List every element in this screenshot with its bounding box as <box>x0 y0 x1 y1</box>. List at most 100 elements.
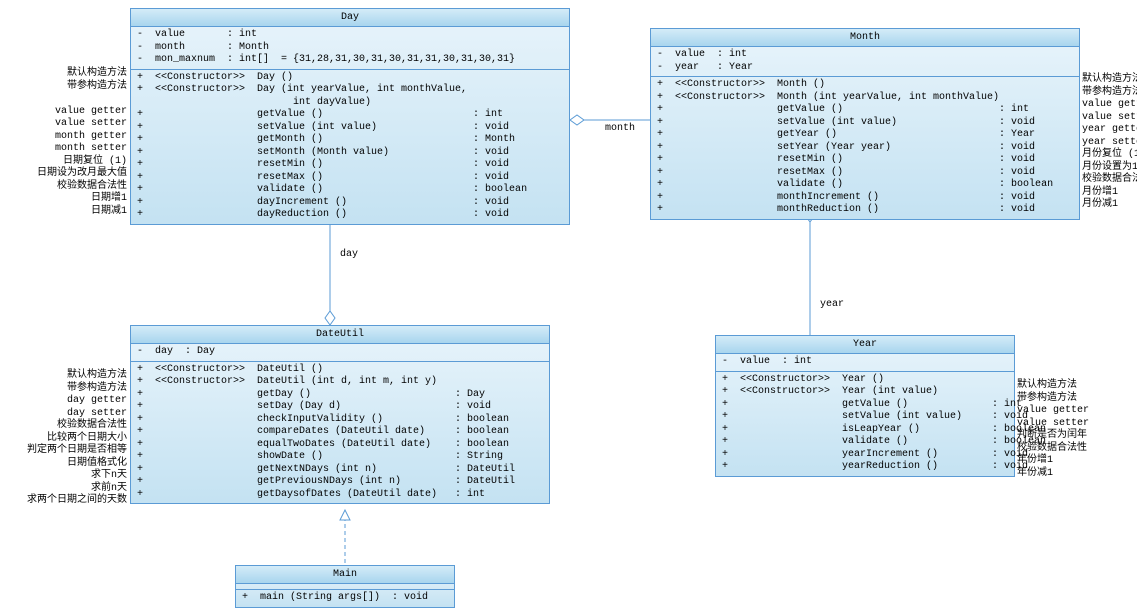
day-ann-line: value getter <box>37 106 127 119</box>
label-day: day <box>340 248 358 261</box>
class-day-title: Day <box>131 9 569 27</box>
month-ann-line: year setter <box>1082 137 1137 150</box>
dateutil-method-row: + getNextNDays (int n) : DateUtil <box>137 464 543 477</box>
day-method-row: + resetMin () : void <box>137 159 563 172</box>
year-ann-line: 校验数据合法性 <box>1017 443 1089 456</box>
label-year: year <box>820 298 844 311</box>
month-method-row: + getYear () : Year <box>657 129 1073 142</box>
dateutil-method-row: + getPreviousNDays (int n) : DateUtil <box>137 476 543 489</box>
month-ann-line: year getter <box>1082 124 1137 137</box>
year-ann-line: 带参构造方法 <box>1017 393 1089 406</box>
month-ann-line: 默认构造方法 <box>1082 74 1137 87</box>
day-method-row: + dayReduction () : void <box>137 209 563 222</box>
day-ann-line: 校验数据合法性 <box>37 181 127 194</box>
dateutil-ann-line: 求前n天 <box>27 483 127 496</box>
main-method-row: + main (String args[]) : void <box>242 592 448 605</box>
class-day-methods: + <<Constructor>> Day ()+ <<Constructor>… <box>131 70 569 224</box>
day-ann-line: 日期复位 (1) <box>37 156 127 169</box>
day-ann-line: 日期减1 <box>37 206 127 219</box>
dateutil-method-row: + checkInputValidity () : boolean <box>137 414 543 427</box>
year-method-row: + getValue () : int <box>722 399 1008 412</box>
month-method-row: + <<Constructor>> Month (int yearValue, … <box>657 92 1073 105</box>
year-method-row: + <<Constructor>> Year () <box>722 374 1008 387</box>
month-method-row: + setValue (int value) : void <box>657 117 1073 130</box>
year-ann-line: value setter <box>1017 418 1089 431</box>
class-main: Main + main (String args[]) : void <box>235 565 455 608</box>
month-method-row: + validate () : boolean <box>657 179 1073 192</box>
class-month: Month - value : int- year : Year + <<Con… <box>650 28 1080 220</box>
year-method-row: + setValue (int value) : void <box>722 411 1008 424</box>
day-method-row: + getMonth () : Month <box>137 134 563 147</box>
year-method-row: + yearReduction () : void <box>722 461 1008 474</box>
dateutil-method-row: + <<Constructor>> DateUtil () <box>137 364 543 377</box>
dateutil-ann-line: 带参构造方法 <box>27 383 127 396</box>
year-method-row: + isLeapYear () : boolean <box>722 424 1008 437</box>
day-ann-line: value setter <box>37 118 127 131</box>
annotations-year: 默认构造方法带参构造方法value gettervalue setter判断是否… <box>1017 380 1089 480</box>
day-attr-row: - mon_maxnum : int[] = {31,28,31,30,31,3… <box>137 54 563 67</box>
day-ann-line: month getter <box>37 131 127 144</box>
dateutil-ann-line: day setter <box>27 408 127 421</box>
connector-dateutil-day <box>325 213 335 325</box>
annotations-dateutil: 默认构造方法带参构造方法day getterday setter校验数据合法性比… <box>27 370 127 508</box>
dateutil-ann-line: 校验数据合法性 <box>27 420 127 433</box>
connector-month-year <box>805 208 815 335</box>
month-method-row: + resetMax () : void <box>657 167 1073 180</box>
class-month-methods: + <<Constructor>> Month ()+ <<Constructo… <box>651 77 1079 219</box>
class-dateutil-title: DateUtil <box>131 326 549 344</box>
month-ann-line: 校验数据合法性 <box>1082 174 1137 187</box>
day-method-row: + <<Constructor>> Day (int yearValue, in… <box>137 84 563 97</box>
day-method-row: + getValue () : int <box>137 109 563 122</box>
dateutil-ann-line: 求下n天 <box>27 470 127 483</box>
day-ann-line: 日期增1 <box>37 193 127 206</box>
day-method-row: + resetMax () : void <box>137 172 563 185</box>
day-method-row: + setMonth (Month value) : void <box>137 147 563 160</box>
month-method-row: + monthIncrement () : void <box>657 192 1073 205</box>
month-ann-line: 月份增1 <box>1082 187 1137 200</box>
day-ann-line: 带参构造方法 <box>37 81 127 94</box>
day-method-row: + validate () : boolean <box>137 184 563 197</box>
year-attr-row: - value : int <box>722 356 1008 369</box>
dateutil-ann-line: 判定两个日期是否相等 <box>27 445 127 458</box>
annotations-month: 默认构造方法带参构造方法value gettervalue setteryear… <box>1082 74 1137 212</box>
annotations-day: 默认构造方法带参构造方法 value gettervalue settermon… <box>37 68 127 218</box>
day-ann-line <box>37 93 127 106</box>
day-ann-line: month setter <box>37 143 127 156</box>
month-method-row: + resetMin () : void <box>657 154 1073 167</box>
dateutil-method-row: + showDate () : String <box>137 451 543 464</box>
class-year-methods: + <<Constructor>> Year ()+ <<Constructor… <box>716 372 1014 476</box>
day-method-row: + <<Constructor>> Day () <box>137 72 563 85</box>
year-ann-line: 年份增1 <box>1017 455 1089 468</box>
class-main-methods: + main (String args[]) : void <box>236 590 454 607</box>
class-dateutil-attributes: - day : Day <box>131 344 549 362</box>
year-method-row: + yearIncrement () : void <box>722 449 1008 462</box>
class-dateutil: DateUtil - day : Day + <<Constructor>> D… <box>130 325 550 504</box>
label-month: month <box>605 122 635 135</box>
year-method-row: + validate () : boolean <box>722 436 1008 449</box>
month-attr-row: - value : int <box>657 49 1073 62</box>
dateutil-method-row: + getDay () : Day <box>137 389 543 402</box>
connector-main-dateutil <box>340 510 350 565</box>
class-month-attributes: - value : int- year : Year <box>651 47 1079 77</box>
dateutil-ann-line: 求两个日期之间的天数 <box>27 495 127 508</box>
class-year-attributes: - value : int <box>716 354 1014 372</box>
dateutil-method-row: + <<Constructor>> DateUtil (int d, int m… <box>137 376 543 389</box>
day-method-row: + setValue (int value) : void <box>137 122 563 135</box>
month-ann-line: 带参构造方法 <box>1082 87 1137 100</box>
month-method-row: + monthReduction () : void <box>657 204 1073 217</box>
dateutil-method-row: + getDaysofDates (DateUtil date) : int <box>137 489 543 502</box>
class-main-title: Main <box>236 566 454 584</box>
year-ann-line: value getter <box>1017 405 1089 418</box>
dateutil-method-row: + equalTwoDates (DateUtil date) : boolea… <box>137 439 543 452</box>
month-method-row: + setYear (Year year) : void <box>657 142 1073 155</box>
month-method-row: + <<Constructor>> Month () <box>657 79 1073 92</box>
year-ann-line: 默认构造方法 <box>1017 380 1089 393</box>
day-ann-line: 默认构造方法 <box>37 68 127 81</box>
class-day: Day - value : int- month : Month- mon_ma… <box>130 8 570 225</box>
class-year-title: Year <box>716 336 1014 354</box>
month-ann-line: 月份复位 (1) <box>1082 149 1137 162</box>
day-attr-row: - month : Month <box>137 42 563 55</box>
dateutil-ann-line: 比较两个日期大小 <box>27 433 127 446</box>
dateutil-method-row: + setDay (Day d) : void <box>137 401 543 414</box>
month-attr-row: - year : Year <box>657 62 1073 75</box>
